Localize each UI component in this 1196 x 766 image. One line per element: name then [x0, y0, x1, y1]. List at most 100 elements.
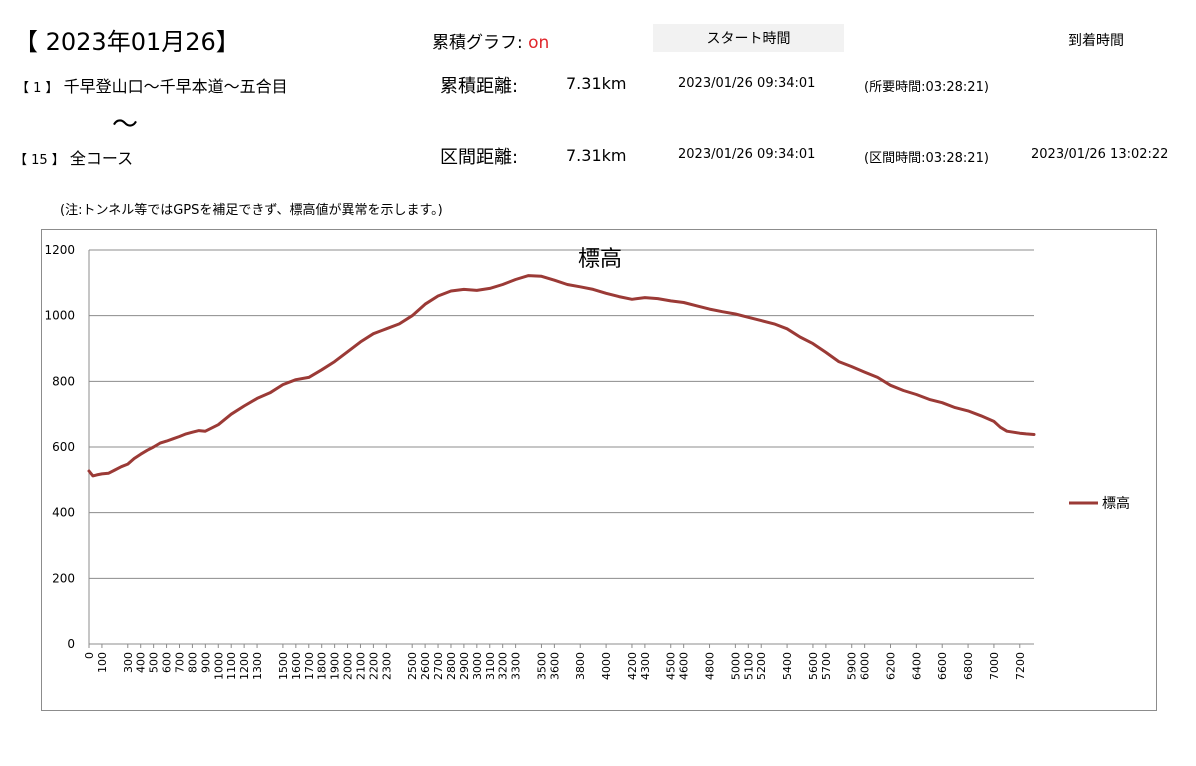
start-time-button[interactable]: スタート時間	[653, 24, 844, 52]
data-point	[850, 365, 853, 368]
data-point	[198, 429, 200, 432]
data-point	[695, 305, 698, 307]
gps-note: (注:トンネル等ではGPSを補足できず、標高値が異常を示します。)	[60, 203, 443, 218]
x-tick-label: 900	[199, 652, 212, 673]
data-point	[159, 442, 161, 444]
x-tick-label: 4800	[704, 652, 717, 680]
x-tick-label: 2900	[458, 652, 471, 680]
data-point	[101, 473, 103, 475]
chart-title: 標高	[578, 247, 622, 272]
data-point	[734, 313, 737, 315]
data-point	[96, 474, 98, 476]
x-tick-label: 5600	[807, 652, 820, 680]
data-point	[579, 286, 581, 288]
route-start: 【 1 】 千早登山口～千早本道～五合目	[16, 73, 288, 97]
route-start-name: 千早登山口～千早本道～五合目	[63, 77, 288, 96]
section-distance-label: 区間距離:	[440, 147, 519, 168]
data-point	[605, 292, 607, 295]
data-point	[876, 376, 879, 379]
cumulative-graph-toggle[interactable]: 累積グラフ: on	[432, 28, 549, 53]
cumulative-duration: (所要時間:03:28:21)	[864, 80, 989, 95]
data-point	[185, 433, 187, 435]
data-point	[993, 420, 995, 423]
data-point	[230, 413, 232, 416]
x-tick-label: 6600	[936, 652, 949, 680]
data-point	[747, 316, 750, 319]
x-tick-label: 6400	[910, 652, 923, 680]
x-tick-label: 1600	[290, 652, 303, 680]
series-line	[87, 274, 1036, 478]
section-start-time: 2023/01/26 09:34:01	[678, 147, 816, 162]
data-point	[708, 308, 711, 310]
data-point	[437, 295, 439, 297]
data-point	[928, 398, 931, 401]
x-tick-label: 6800	[962, 652, 975, 680]
x-tick-label: 5400	[781, 652, 794, 680]
data-point	[915, 393, 918, 396]
x-tick-label: 1800	[316, 652, 329, 680]
data-point	[204, 430, 207, 433]
x-tick-label: 5900	[846, 652, 859, 680]
data-point	[282, 383, 284, 386]
data-point	[631, 298, 633, 301]
data-point	[217, 423, 220, 426]
x-tick-label: 2300	[380, 652, 393, 680]
data-point	[146, 449, 148, 452]
data-point	[553, 279, 556, 282]
x-tick-label: 3100	[484, 652, 497, 680]
x-tick-label: 2100	[354, 652, 367, 680]
x-tick-label: 700	[173, 652, 186, 673]
data-point	[269, 392, 271, 394]
x-tick-label: 4300	[639, 652, 652, 680]
y-tick-label: 0	[67, 637, 75, 651]
graph-toggle-state[interactable]: on	[528, 33, 550, 53]
data-point	[476, 289, 478, 292]
data-point	[178, 435, 181, 438]
data-point	[773, 323, 775, 325]
data-point	[1019, 432, 1021, 435]
x-tick-label: 5100	[742, 652, 755, 680]
x-tick-label: 3800	[574, 652, 587, 680]
data-point	[812, 342, 814, 345]
data-point	[980, 415, 982, 417]
data-point	[139, 453, 142, 456]
data-point	[92, 475, 94, 477]
data-point	[721, 310, 724, 313]
x-tick-label: 1000	[212, 652, 225, 680]
x-tick-label: 800	[186, 652, 199, 673]
data-point	[385, 328, 388, 330]
data-point	[463, 288, 465, 291]
data-point	[333, 360, 336, 363]
route-end-number: 【 15 】	[14, 153, 65, 168]
x-tick-label: 2700	[432, 652, 445, 680]
data-point	[424, 303, 426, 306]
x-tick-label: 3200	[497, 652, 510, 680]
x-tick-label: 2800	[445, 652, 458, 680]
x-tick-label: 1900	[329, 652, 342, 680]
x-tick-label: 4200	[626, 652, 639, 680]
y-tick-label: 600	[52, 440, 75, 454]
data-point	[618, 295, 620, 298]
data-point	[450, 290, 452, 292]
data-point	[863, 371, 866, 373]
x-tick-label: 5200	[755, 652, 768, 680]
graph-toggle-label: 累積グラフ:	[432, 33, 523, 53]
y-tick-label: 400	[52, 506, 75, 520]
data-point	[114, 469, 116, 471]
data-point	[760, 319, 762, 322]
data-point	[165, 440, 168, 442]
x-tick-label: 7000	[988, 652, 1001, 680]
data-point	[941, 401, 943, 404]
data-point	[682, 301, 685, 304]
x-tick-label: 1500	[277, 652, 290, 680]
x-tick-label: 4600	[678, 652, 691, 680]
route-separator: ～	[112, 110, 139, 140]
data-point	[592, 288, 594, 291]
data-point	[107, 472, 110, 475]
x-tick-label: 300	[122, 652, 135, 673]
data-point	[120, 465, 123, 468]
data-point	[372, 332, 375, 335]
x-tick-label: 2600	[419, 652, 432, 680]
date-title: 【 2023年01月26】	[14, 28, 240, 56]
